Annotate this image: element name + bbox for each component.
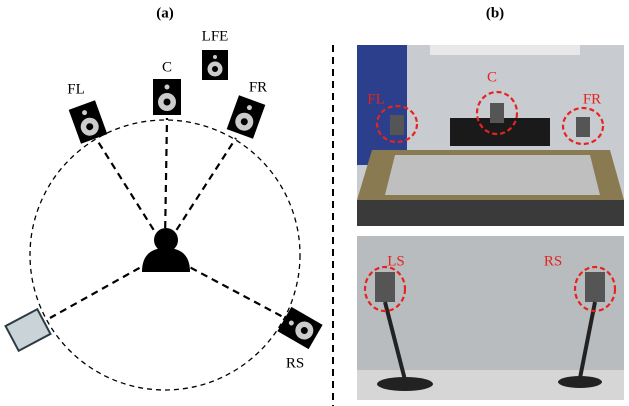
speaker-label: FL	[67, 81, 85, 97]
panel-label: (a)	[156, 5, 174, 21]
listener-body	[142, 248, 190, 272]
speaker-fl	[69, 100, 108, 143]
woofer-center	[164, 99, 171, 106]
speaker-fr	[227, 95, 266, 138]
line-ls	[50, 262, 150, 318]
woofer-center	[212, 66, 218, 72]
panel-label: (b)	[486, 5, 504, 21]
stand-base	[377, 377, 433, 391]
line-rs	[180, 262, 285, 318]
speaker-label: LFE	[202, 28, 229, 44]
speaker-rs	[277, 307, 322, 349]
photo-label: RS	[544, 253, 562, 269]
mixing-console	[385, 155, 600, 195]
photo-label: LS	[387, 253, 405, 269]
photo-label: FL	[367, 91, 385, 107]
speaker-photo	[390, 115, 404, 135]
tweeter	[213, 55, 217, 59]
stand-base	[558, 376, 602, 388]
speaker-label: C	[162, 59, 172, 75]
speaker-label: RS	[286, 355, 304, 371]
photo-label: FR	[583, 91, 601, 107]
listener	[142, 228, 190, 272]
speaker-photo	[576, 117, 590, 137]
figure: (a)	[0, 0, 629, 406]
ceiling	[430, 45, 580, 55]
speaker-photo	[375, 272, 395, 302]
speaker-lines	[50, 118, 285, 318]
line-fl	[97, 140, 160, 240]
speaker-c	[153, 79, 181, 115]
line-c	[165, 118, 167, 240]
speaker-lfe	[202, 50, 228, 80]
desk-base	[357, 200, 624, 226]
tweeter	[165, 85, 170, 90]
speaker-photo	[490, 103, 504, 123]
speaker-photo	[585, 272, 605, 302]
line-fr	[170, 138, 236, 240]
photo-label: C	[487, 69, 497, 85]
speaker-label: FR	[249, 79, 267, 95]
